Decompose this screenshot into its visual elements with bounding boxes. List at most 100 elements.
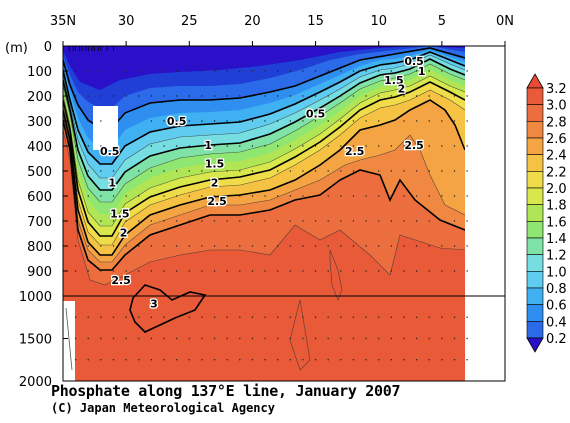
sample-dot: [175, 70, 178, 72]
sample-dot: [100, 170, 102, 172]
sample-dot: [213, 195, 216, 197]
sample-dot: [138, 337, 140, 340]
sample-dot: [289, 70, 292, 72]
sample-dot: [340, 337, 342, 340]
sample-dot: [251, 70, 254, 72]
sample-dot: [138, 170, 140, 172]
sample-dot: [466, 245, 468, 247]
sample-dot: [314, 95, 317, 97]
sample-dot: [100, 145, 102, 147]
sample-dot: [112, 195, 115, 197]
sample-dot: [352, 220, 355, 222]
colorbar-segment: [526, 254, 544, 272]
sample-dot: [352, 120, 355, 122]
colorbar-label: 2.4: [546, 149, 567, 164]
sample-dot: [150, 145, 153, 147]
sample-dot: [276, 195, 279, 197]
sample-dot: [453, 316, 456, 318]
sample-dot: [74, 95, 77, 97]
sample-dot: [441, 359, 443, 361]
sample-dot: [314, 170, 317, 172]
sample-dot: [302, 337, 304, 340]
sample-dot: [428, 70, 430, 72]
sample-dot: [264, 95, 266, 97]
sample-dot: [264, 359, 266, 361]
sample-dot: [466, 220, 468, 222]
sample-dot: [390, 359, 393, 361]
sample-dot: [428, 120, 430, 122]
sample-dot: [112, 337, 115, 340]
sample-dot: [150, 170, 153, 172]
colorbar-segment: [526, 287, 544, 305]
sample-dot: [352, 145, 355, 147]
sample-dot: [365, 195, 367, 197]
sample-dot: [188, 245, 190, 247]
sample-dot: [453, 95, 456, 97]
sample-dot: [138, 95, 140, 97]
sample-dot: [302, 195, 304, 197]
sample-dot: [175, 270, 178, 272]
colorbar-label: 1.0: [546, 265, 567, 280]
sample-dot: [302, 245, 304, 247]
sample-dot: [150, 245, 153, 247]
y-tick-label: 400: [27, 140, 52, 155]
sample-dot: [365, 95, 367, 97]
sample-dot: [188, 220, 190, 222]
sample-dot: [175, 95, 178, 97]
contour-label: 1.5: [205, 158, 225, 171]
sample-dot: [138, 245, 140, 247]
sample-dot: [226, 220, 228, 222]
sample-dot: [327, 95, 329, 97]
y-tick-label: 700: [27, 215, 52, 230]
sample-dot: [453, 70, 456, 72]
y-tick-label: 0: [44, 40, 52, 55]
colorbar-under-triangle: [526, 337, 544, 353]
sample-dot: [378, 95, 380, 97]
sample-dot: [74, 316, 77, 318]
sample-dot: [188, 70, 190, 72]
sample-dot: [276, 145, 279, 147]
sample-dot: [403, 337, 405, 340]
sample-dot: [213, 220, 216, 222]
sample-dot: [125, 337, 127, 340]
sample-dot: [264, 316, 266, 318]
sample-dot: [403, 170, 405, 172]
sample-dot: [466, 359, 468, 361]
sample-dot: [239, 359, 241, 361]
sample-dot: [289, 245, 292, 247]
sample-dot: [226, 170, 228, 172]
sample-dot: [289, 359, 292, 361]
sample-dot: [453, 270, 456, 272]
sample-dot: [340, 70, 342, 72]
sample-dot: [201, 145, 203, 147]
sample-dot: [175, 245, 178, 247]
sample-dot: [289, 145, 292, 147]
sample-dot: [340, 316, 342, 318]
sample-dot: [466, 337, 468, 340]
sample-dot: [415, 95, 418, 97]
sample-dot: [289, 270, 292, 272]
sample-dot: [327, 195, 329, 197]
sample-dot: [415, 195, 418, 197]
sample-dot: [112, 245, 115, 247]
colorbar-segment: [526, 87, 544, 105]
sample-dot: [213, 337, 216, 340]
sample-dot: [365, 145, 367, 147]
colorbar-label: 1.6: [546, 215, 567, 230]
x-tick-label: 10: [370, 14, 387, 29]
sample-dot: [289, 95, 292, 97]
sample-dot: [428, 220, 430, 222]
sample-dot: [441, 245, 443, 247]
sample-dot: [213, 170, 216, 172]
sample-dot: [415, 337, 418, 340]
contour-label: 2: [211, 176, 219, 189]
sample-dot: [466, 145, 468, 147]
sample-dot: [327, 120, 329, 122]
colorbar-segment: [526, 187, 544, 205]
sample-dot: [74, 195, 77, 197]
sample-dot: [365, 170, 367, 172]
sample-dot: [112, 170, 115, 172]
sample-dot: [441, 120, 443, 122]
sample-dot: [428, 337, 430, 340]
